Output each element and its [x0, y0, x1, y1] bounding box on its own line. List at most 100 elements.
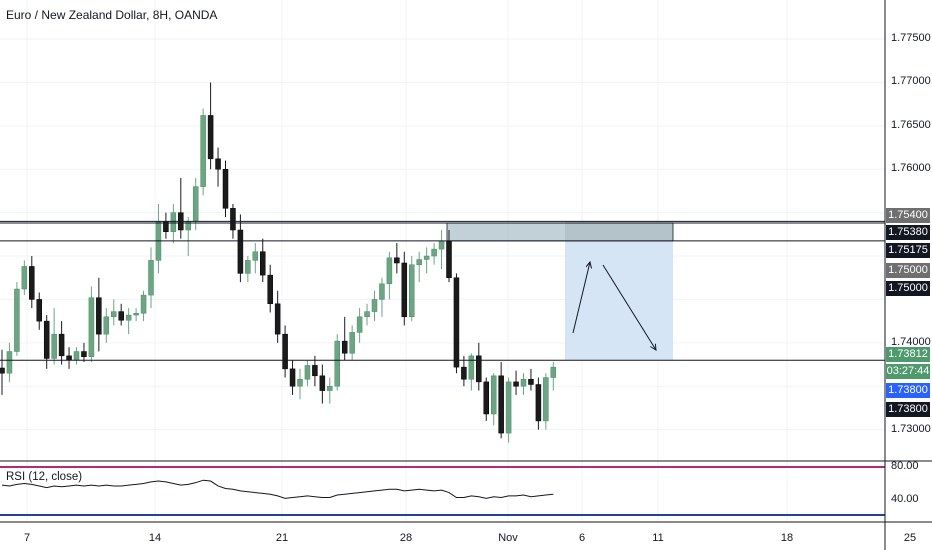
chart-grid — [0, 0, 885, 522]
candle-body — [29, 266, 35, 300]
candle-body — [192, 186, 199, 222]
candle-body — [237, 229, 244, 274]
time-tick-label: 18 — [780, 532, 794, 544]
candlestick-series — [0, 82, 557, 443]
candle-body — [58, 333, 65, 357]
candle-body — [14, 288, 20, 352]
drawings-foreground[interactable] — [572, 262, 656, 350]
price-tick-label: 1.77500 — [891, 32, 931, 45]
price-tag: 1.73812 — [886, 347, 930, 362]
candle-body — [327, 385, 333, 391]
time-tick-label: 7 — [23, 532, 31, 544]
candle-body — [550, 366, 557, 378]
candle-body — [245, 260, 251, 274]
time-tick-label: 21 — [275, 532, 289, 544]
candle-body — [88, 297, 95, 357]
candle-body — [73, 351, 80, 361]
candle-body — [543, 377, 549, 422]
candle-body — [319, 375, 326, 391]
candle-body — [260, 251, 266, 276]
time-tick-label: Nov — [498, 532, 518, 544]
candle-body — [21, 266, 28, 290]
candle-body — [111, 311, 117, 318]
candle-body — [505, 381, 512, 434]
candle-body — [401, 262, 408, 318]
price-tag: 1.75400 — [886, 208, 930, 223]
candle-body — [490, 375, 497, 415]
candle-body — [528, 379, 534, 385]
time-tick-label: 11 — [652, 532, 664, 544]
price-tag: 1.75000 — [886, 281, 930, 296]
rsi-tick-label: 40.00 — [891, 493, 919, 505]
candle-body — [81, 351, 87, 357]
candle-body — [341, 340, 348, 354]
price-tag: 03:27:44 — [886, 364, 930, 379]
candle-body — [43, 320, 50, 359]
candle-body — [274, 303, 281, 335]
candle-body — [364, 311, 370, 318]
take-profit-zone — [565, 240, 673, 361]
candle-body — [394, 257, 400, 264]
candle-body — [453, 277, 460, 368]
candle-body — [334, 340, 340, 387]
price-tag: 1.75000 — [886, 263, 930, 278]
price-tag: 1.73800 — [886, 383, 930, 398]
candle-body — [386, 257, 393, 285]
candle-body — [6, 351, 13, 374]
candle-body — [349, 332, 355, 354]
time-tick-label: 28 — [399, 532, 413, 544]
candle-body — [66, 355, 72, 361]
candle-body — [498, 375, 504, 434]
candle-body — [170, 212, 177, 232]
candle-body — [118, 311, 124, 321]
candle-body — [535, 384, 542, 422]
horizontal-levels[interactable] — [0, 220, 885, 361]
rsi-indicator-label[interactable]: RSI (12, close) — [6, 471, 83, 483]
candle-body — [461, 366, 467, 380]
candle-body — [0, 367, 5, 374]
projection-arrow-up — [572, 262, 590, 334]
candle-body — [356, 316, 363, 333]
candle-body — [267, 274, 273, 305]
candle-body — [230, 208, 236, 231]
price-tick-label: 1.74000 — [891, 335, 931, 348]
drawings-background — [446, 221, 674, 361]
candle-body — [133, 313, 139, 316]
rsi-pane — [0, 466, 885, 516]
price-tick-label: 1.77000 — [891, 75, 931, 88]
candle-body — [304, 365, 311, 380]
candle-body — [379, 283, 385, 300]
price-tick-label: 1.76500 — [891, 118, 931, 131]
candle-body — [222, 168, 229, 209]
candle-body — [297, 379, 303, 387]
price-tick-label: 1.76000 — [891, 162, 931, 175]
candle-body — [446, 241, 452, 278]
price-tag: 1.75175 — [886, 243, 930, 258]
candle-body — [51, 333, 57, 359]
price-tag: 1.75380 — [886, 225, 930, 240]
candle-body — [409, 264, 415, 318]
candle-body — [513, 381, 519, 387]
candle-body — [371, 299, 378, 312]
rsi-tick-label: 80.00 — [891, 460, 919, 472]
candle-body — [200, 115, 206, 187]
candle-body — [476, 355, 482, 383]
price-tick-label: 1.73000 — [891, 422, 931, 435]
candle-body — [148, 260, 154, 296]
time-tick-label: 6 — [578, 532, 586, 544]
candle-body — [96, 297, 102, 335]
candle-body — [252, 251, 259, 261]
candle-body — [431, 248, 437, 257]
resistance-zone — [446, 222, 674, 242]
candle-body — [312, 365, 318, 377]
candle-body — [438, 241, 445, 250]
symbol-title[interactable]: Euro / New Zealand Dollar, 8H, OANDA — [6, 8, 218, 22]
candle-body — [468, 355, 475, 380]
candle-body — [416, 259, 422, 265]
candle-body — [125, 314, 132, 321]
candle-body — [520, 379, 527, 387]
price-tag: 1.73800 — [886, 402, 930, 417]
rsi-line — [1, 479, 554, 499]
